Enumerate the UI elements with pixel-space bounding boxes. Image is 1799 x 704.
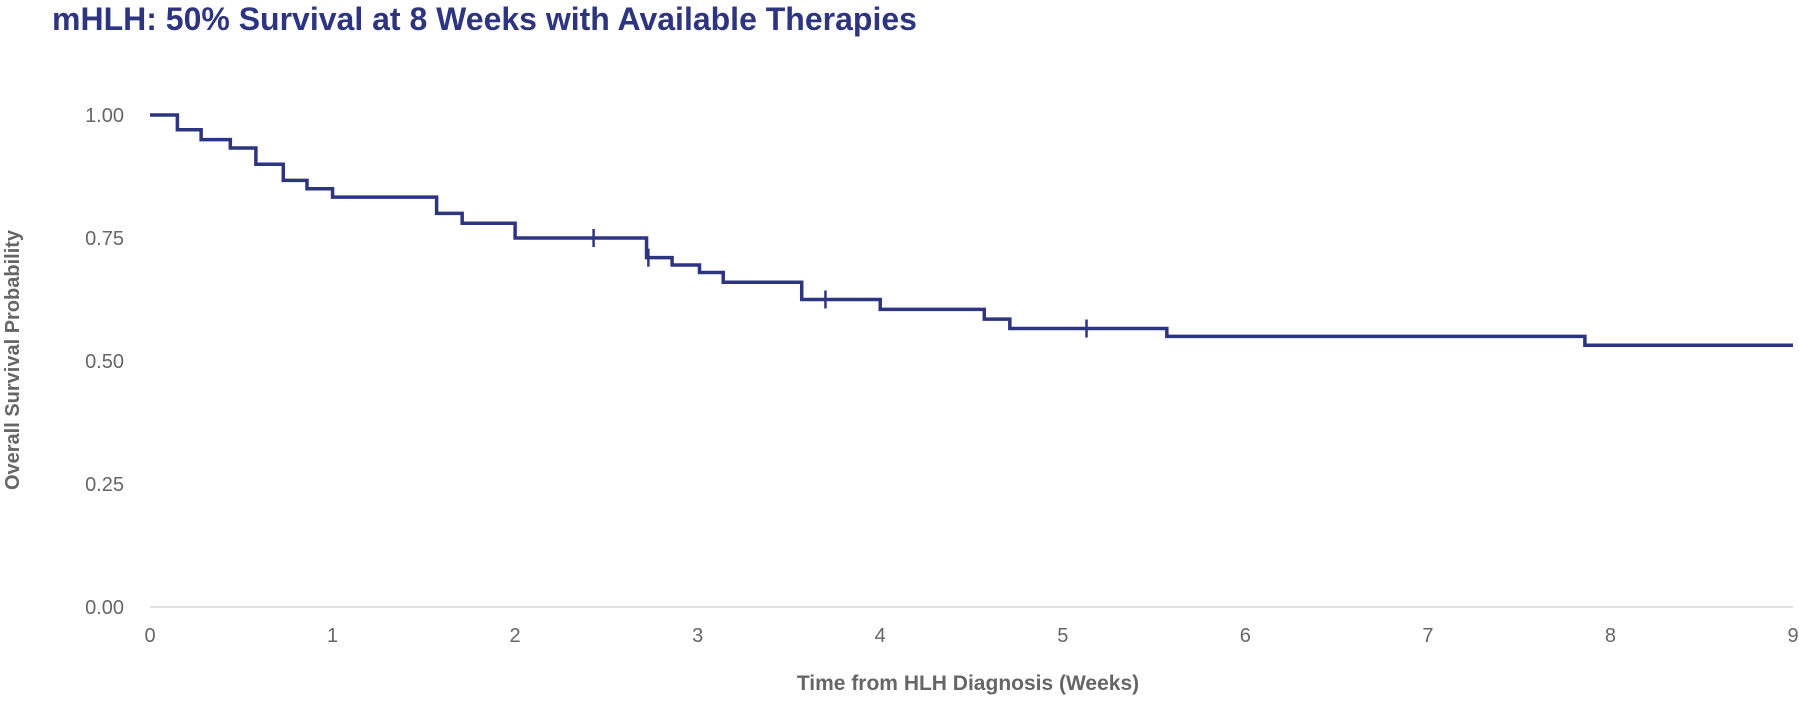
x-tick-label: 6 [1240, 625, 1251, 647]
y-axis-label: Overall Survival Probability [2, 229, 24, 490]
x-tick-label: 9 [1787, 625, 1798, 647]
y-tick-label: 0.50 [85, 351, 124, 373]
x-tick-label: 4 [875, 625, 886, 647]
y-tick-label: 0.00 [85, 597, 124, 619]
x-tick-label: 0 [144, 625, 155, 647]
x-tick-label: 7 [1422, 625, 1433, 647]
x-tick-label: 1 [327, 625, 338, 647]
survival-curve [150, 113, 1793, 348]
x-tick-label: 8 [1605, 625, 1616, 647]
y-tick-label: 0.25 [85, 474, 124, 496]
series-layer [150, 113, 1793, 348]
y-tick-label: 0.75 [85, 228, 124, 250]
y-tick-label: 1.00 [85, 105, 124, 127]
x-tick-label: 5 [1057, 625, 1068, 647]
chart-title: mHLH: 50% Survival at 8 Weeks with Avail… [52, 1, 917, 37]
x-axis-label: Time from HLH Diagnosis (Weeks) [797, 672, 1139, 695]
axes-layer: 0 1 2 3 4 5 6 7 8 9 0.00 0.25 0.50 0.75 1.00 [85, 105, 1799, 647]
x-tick-label: 3 [692, 625, 703, 647]
x-tick-label: 2 [510, 625, 521, 647]
